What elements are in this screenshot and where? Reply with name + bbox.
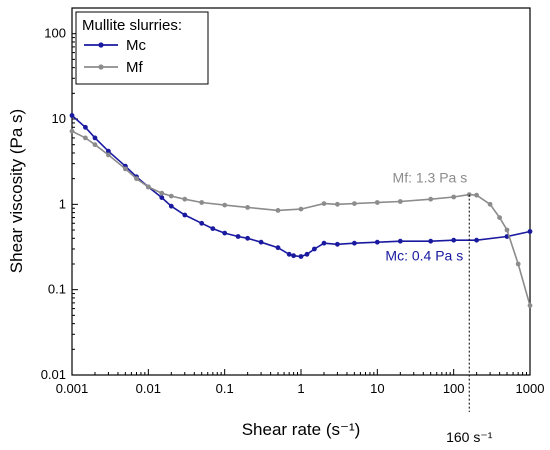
series-line-mc [71,114,531,258]
data-point-mc [168,203,174,209]
annotation-mf: Mf: 1.3 Pa s [393,170,468,186]
data-point-mf [374,200,380,205]
y-tick-label: 1 [59,196,66,211]
data-point-mf [83,135,88,141]
data-point-mf [199,200,205,205]
data-point-mf [145,184,151,190]
legend-title: Mullite slurries: [82,17,182,34]
data-point-mf [123,166,128,172]
data-point-mc [397,238,403,244]
data-point-mf [335,201,340,207]
legend-marker-mf [98,64,104,70]
data-point-mf [527,303,533,308]
x-tick-label: 100 [443,381,465,396]
data-point-mc [527,229,533,234]
data-point-mc [182,212,188,218]
legend-marker-mc [98,42,104,48]
x-tick-label: 1000 [516,381,545,396]
data-point-mc [474,237,479,243]
data-point-mf [321,201,327,207]
data-point-mc [210,226,216,232]
data-point-mc [258,239,264,245]
data-point-mc [235,234,241,239]
data-point-mf [428,196,434,202]
data-point-mc [92,135,98,141]
x-tick-label: 10 [370,381,384,396]
data-point-mc [245,235,251,241]
data-point-mf [474,192,479,198]
legend-box [75,11,209,85]
data-point-mf [451,194,457,200]
data-point-mf [504,227,510,233]
x-axis-title: Shear rate (s⁻¹) [242,420,361,439]
y-tick-label: 0.1 [48,282,66,297]
series-group [69,113,533,308]
series-line-mf [71,130,531,306]
legend-label-mc: Mc [126,37,146,54]
data-point-mf [515,261,521,267]
series-mf [69,128,533,308]
y-axis-title: Shear viscosity (Pa s) [7,109,26,273]
x-tick-label: 0.01 [136,381,161,396]
data-point-mc [352,240,357,246]
data-point-mc [451,237,457,243]
legend: Mullite slurries: Mc Mf [75,11,209,85]
data-point-mc [304,251,310,257]
x-tick-label: 1 [297,381,304,396]
data-point-mf [159,190,165,196]
data-point-mf [487,201,493,207]
data-point-mc [222,230,228,236]
data-point-mf [134,176,139,182]
data-point-mf [106,152,111,158]
y-tick-label: 100 [44,26,66,41]
data-point-mc [312,246,317,252]
data-point-mc [83,124,88,130]
data-point-mf [298,206,304,212]
data-point-mf [92,142,98,148]
data-point-mf [168,193,174,199]
data-point-mc [159,195,165,201]
data-point-mc [321,240,327,246]
data-point-mc [298,254,304,259]
data-point-mf [69,128,75,134]
y-tick-label: 0.01 [41,367,66,382]
data-point-mc [335,241,340,247]
data-point-mf [275,208,281,213]
data-point-mf [222,202,228,208]
data-point-mc [69,113,75,118]
data-point-mc [199,220,205,226]
y-tick-label: 10 [52,111,66,126]
data-point-mc [291,253,296,259]
data-point-mf [397,199,403,204]
data-point-mc [286,251,292,257]
data-point-mc [106,148,111,154]
data-point-mf [352,201,357,207]
x-tick-label: 0.001 [56,381,89,396]
legend-label-mf: Mf [126,59,143,76]
data-point-mf [466,192,472,198]
data-point-mf [245,205,251,210]
data-point-mc [374,239,380,245]
data-point-mf [182,196,188,202]
data-point-mc [428,238,434,244]
data-point-mc [275,245,281,251]
series-mc [69,113,533,259]
data-point-mf [497,215,502,221]
x-tick-label: 0.1 [216,381,234,396]
annotation-shear-rate: 160 s⁻¹ [446,429,493,445]
annotation-mc: Mc: 0.4 Pa s [385,247,463,263]
